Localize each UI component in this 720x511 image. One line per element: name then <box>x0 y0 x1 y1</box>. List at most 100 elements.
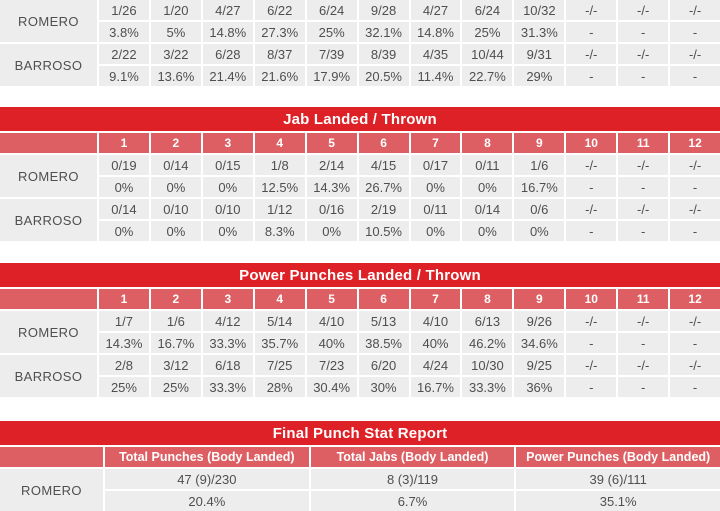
round-header-cell: 7 <box>410 289 461 309</box>
round-header-row: 1 2 3 4 5 6 7 8 9 10 11 12 <box>0 133 720 153</box>
round-header-cell: 8 <box>462 289 513 309</box>
percentage-cell: 31.3% <box>514 22 565 42</box>
round-header-cell: 5 <box>306 133 357 153</box>
fighter-row-group: ROMERO 1/7 1/6 4/12 5/14 4/10 5/13 4/10 6/13 9/26… <box>0 311 720 353</box>
percentage-cell: 25% <box>306 22 357 42</box>
landed-thrown-cell: 0/11 <box>410 199 461 219</box>
landed-thrown-cell: 0/14 <box>150 155 201 175</box>
percentage-cell: - <box>670 177 720 197</box>
percentage-cell: 14.3% <box>99 333 149 353</box>
round-header-cell: 9 <box>514 133 565 153</box>
landed-thrown-cell: 0/17 <box>410 155 461 175</box>
percentage-cell: 0% <box>150 221 201 241</box>
landed-thrown-cell: 0/11 <box>462 155 513 175</box>
landed-thrown-cell: 2/14 <box>306 155 357 175</box>
landed-thrown-cell: 9/28 <box>358 0 409 20</box>
final-values-row: 47 (9)/230 8 (3)/119 39 (6)/111 <box>105 469 720 489</box>
landed-thrown-cell: -/- <box>670 355 720 375</box>
percentage-cell: 14.3% <box>306 177 357 197</box>
landed-thrown-cell: 9/26 <box>514 311 565 331</box>
round-header-cell: 3 <box>202 289 253 309</box>
landed-thrown-cell: 1/26 <box>99 0 149 20</box>
table-title: Final Punch Stat Report <box>0 421 720 445</box>
percentage-row: 3.8% 5% 14.8% 27.3% 25% 32.1% 14.8% 25% 31.3% - - - <box>99 22 720 42</box>
percentage-cell: - <box>566 377 617 397</box>
final-punch-stat-report-table: Final Punch Stat Report Total Punches (B… <box>0 421 720 511</box>
table-title: Jab Landed / Thrown <box>0 107 720 131</box>
final-fighter-row-group: ROMERO 47 (9)/230 8 (3)/119 39 (6)/111 20.4%… <box>0 469 720 511</box>
percentage-cell: 29% <box>514 66 565 86</box>
landed-thrown-cell: -/- <box>566 155 617 175</box>
percentage-cell: 35.7% <box>254 333 305 353</box>
fighter-name-cell: ROMERO <box>0 0 97 42</box>
percentage-cell: 0% <box>410 221 461 241</box>
percentage-cell: 40% <box>410 333 461 353</box>
fighter-stats: 0/14 0/10 0/10 1/12 0/16 2/19 0/11 0/14 0/6 -/- -/… <box>99 199 720 241</box>
percentage-cell: - <box>618 377 669 397</box>
landed-thrown-cell: -/- <box>566 44 617 64</box>
landed-thrown-cell: -/- <box>670 311 720 331</box>
percentage-cell: 0% <box>99 177 149 197</box>
landed-thrown-cell: -/- <box>670 44 720 64</box>
landed-thrown-cell: 5/13 <box>358 311 409 331</box>
percentage-cell: 33.3% <box>462 377 513 397</box>
fighter-stats: 2/22 3/22 6/28 8/37 7/39 8/39 4/35 10/44 9/31 -/-… <box>99 44 720 86</box>
percentage-cell: 0% <box>99 221 149 241</box>
landed-thrown-cell: -/- <box>566 355 617 375</box>
landed-thrown-cell: 6/18 <box>202 355 253 375</box>
percentage-cell: - <box>618 177 669 197</box>
final-percentage-cell: 20.4% <box>105 491 309 511</box>
round-header-cell: 8 <box>462 133 513 153</box>
landed-thrown-cell: -/- <box>566 311 617 331</box>
percentage-cell: 30% <box>358 377 409 397</box>
fighter-row-group: BARROSO 2/22 3/22 6/28 8/37 7/39 8/39 4/35 10/44… <box>0 44 720 86</box>
percentage-cell: 28% <box>254 377 305 397</box>
percentage-row: 9.1% 13.6% 21.4% 21.6% 17.9% 20.5% 11.4% 22.7% 2… <box>99 66 720 86</box>
landed-thrown-cell: 6/24 <box>306 0 357 20</box>
percentage-cell: 0% <box>202 177 253 197</box>
percentage-cell: - <box>566 22 617 42</box>
landed-thrown-row: 1/7 1/6 4/12 5/14 4/10 5/13 4/10 6/13 9/26 -/- -/-… <box>99 311 720 331</box>
landed-thrown-cell: 6/20 <box>358 355 409 375</box>
percentage-cell: - <box>618 221 669 241</box>
percentage-cell: 32.1% <box>358 22 409 42</box>
landed-thrown-cell: -/- <box>566 0 617 20</box>
percentage-cell: 16.7% <box>410 377 461 397</box>
percentage-row: 14.3% 16.7% 33.3% 35.7% 40% 38.5% 40% 46.2% 34.6… <box>99 333 720 353</box>
percentage-cell: - <box>618 66 669 86</box>
landed-thrown-cell: 0/14 <box>462 199 513 219</box>
percentage-cell: 0% <box>150 177 201 197</box>
percentage-cell: - <box>566 221 617 241</box>
landed-thrown-cell: 0/15 <box>202 155 253 175</box>
percentage-cell: 0% <box>202 221 253 241</box>
percentage-cell: 14.8% <box>410 22 461 42</box>
percentage-cell: 25% <box>99 377 149 397</box>
landed-thrown-row: 0/19 0/14 0/15 1/8 2/14 4/15 0/17 0/11 1/6 -/- -/-… <box>99 155 720 175</box>
percentage-cell: 21.6% <box>254 66 305 86</box>
round-header-cell: 12 <box>670 289 720 309</box>
fighter-row-group: ROMERO 1/26 1/20 4/27 6/22 6/24 9/28 4/27 6/24 10… <box>0 0 720 42</box>
fighter-name-cell: BARROSO <box>0 199 97 241</box>
final-value-cell: 47 (9)/230 <box>105 469 309 489</box>
landed-thrown-cell: 3/12 <box>150 355 201 375</box>
round-header-spacer <box>0 133 97 153</box>
round-header-cell: 12 <box>670 133 720 153</box>
fighter-name-cell: ROMERO <box>0 469 103 511</box>
percentage-cell: 34.6% <box>514 333 565 353</box>
percentage-cell: 14.8% <box>202 22 253 42</box>
fighter-groups: ROMERO 0/19 0/14 0/15 1/8 2/14 4/15 0/17 0/11 1/6… <box>0 155 720 241</box>
landed-thrown-cell: 1/6 <box>514 155 565 175</box>
landed-thrown-cell: 3/22 <box>150 44 201 64</box>
percentage-cell: - <box>670 377 720 397</box>
landed-thrown-cell: 8/37 <box>254 44 305 64</box>
round-header-cell: 10 <box>566 133 617 153</box>
landed-thrown-cell: 7/23 <box>306 355 357 375</box>
landed-thrown-cell: 0/10 <box>150 199 201 219</box>
landed-thrown-cell: 10/44 <box>462 44 513 64</box>
percentage-row: 0% 0% 0% 12.5% 14.3% 26.7% 0% 0% 16.7% - - - <box>99 177 720 197</box>
fighter-groups: ROMERO 1/26 1/20 4/27 6/22 6/24 9/28 4/27 6/24 10… <box>0 0 720 86</box>
percentage-cell: 13.6% <box>150 66 201 86</box>
percentage-cell: 22.7% <box>462 66 513 86</box>
percentage-row: 0% 0% 0% 8.3% 0% 10.5% 0% 0% 0% - - - <box>99 221 720 241</box>
fighter-row-group: ROMERO 0/19 0/14 0/15 1/8 2/14 4/15 0/17 0/11 1/6… <box>0 155 720 197</box>
